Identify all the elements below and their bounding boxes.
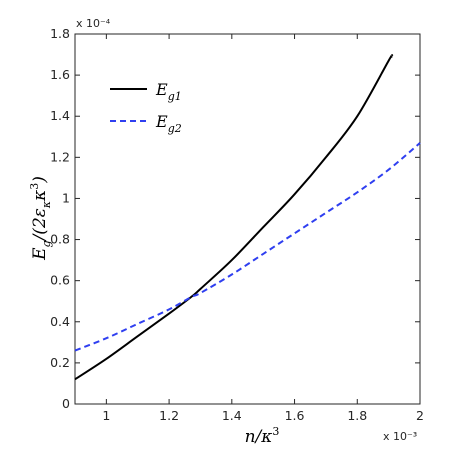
x-tick-label: 1.6 — [285, 408, 305, 423]
y-tick-label: 0.2 — [50, 355, 70, 370]
x-tick-label: 1.2 — [159, 408, 179, 423]
legend-label-eg2: Eg2 — [155, 112, 182, 135]
y-axis-ticks: 0 0.2 0.4 0.6 0.8 1 1.2 1.4 1.6 1.8 — [50, 26, 420, 411]
y-tick-label: 1.8 — [50, 26, 70, 41]
x-axis-title: n/κ3 — [245, 425, 280, 447]
legend: Eg1 Eg2 — [110, 80, 182, 135]
x-tick-label: 2 — [416, 408, 424, 423]
y-axis-exponent: x 10⁻⁴ — [76, 17, 111, 30]
y-tick-label: 1.2 — [50, 149, 70, 164]
series-layer — [74, 54, 421, 381]
y-tick-label: 0.6 — [50, 273, 70, 288]
series-line-1 — [74, 54, 394, 381]
y-tick-label: 0.4 — [50, 314, 70, 329]
x-tick-label: 1.4 — [222, 408, 242, 423]
y-tick-label: 1 — [62, 190, 70, 205]
x-axis-ticks: 1 1.2 1.4 1.6 1.8 2 — [102, 34, 424, 423]
plot-area — [74, 33, 421, 405]
series-line-2 — [74, 142, 421, 352]
x-tick-label: 1 — [102, 408, 110, 423]
y-axis-title: Eg/(2εκκ3) — [28, 176, 53, 261]
y-tick-label: 0 — [62, 396, 70, 411]
legend-label-eg1: Eg1 — [155, 80, 182, 103]
x-axis-exponent: x 10⁻³ — [383, 430, 417, 443]
x-tick-label: 1.8 — [347, 408, 367, 423]
y-tick-label: 1.4 — [50, 108, 70, 123]
y-tick-label: 0.8 — [50, 232, 70, 247]
y-tick-label: 1.6 — [50, 67, 70, 82]
